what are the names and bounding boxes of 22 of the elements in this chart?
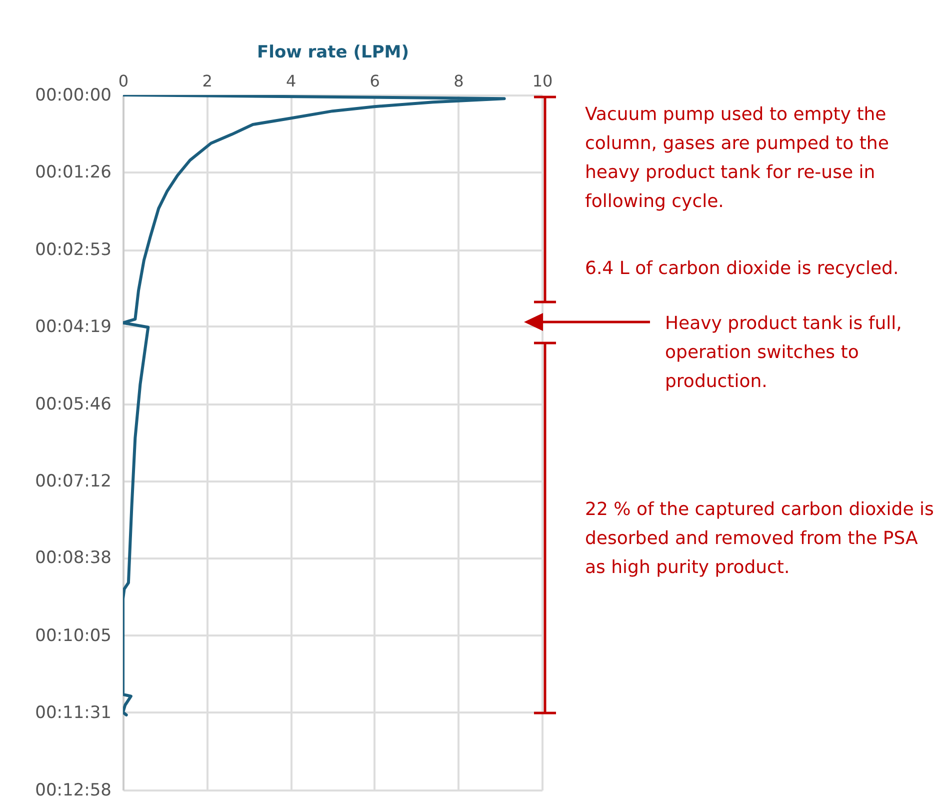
y-tick-label: 00:05:46 (35, 394, 112, 415)
text: 6.4 L of carbon dioxide is recycled. (585, 257, 900, 281)
x-tick-label: 0 (118, 72, 129, 90)
line-series (123, 95, 506, 716)
y-tick-label: 00:01:26 (35, 162, 112, 182)
text: 22 % of the captured carbon dioxide is desorbed and removed from the PSA as high purity product. (585, 498, 934, 580)
y-tick-label: 00:10:05 (35, 626, 112, 646)
x-axis-title: Flow rate (LPM) (257, 42, 409, 62)
y-tick-label: 00:04:19 (35, 316, 112, 337)
x-tick-label: 4 (286, 72, 296, 90)
y-tick-label: 00:02:53 (35, 240, 112, 260)
x-tick-label: 10 (532, 72, 553, 90)
y-tick-label: 00:11:31 (35, 702, 112, 723)
y-tick-label: 00:00:00 (35, 86, 112, 106)
x-tick-label: 2 (202, 72, 212, 90)
x-tick-label: 6 (370, 72, 380, 90)
x-tick-label: 8 (454, 72, 464, 90)
y-tick-label: 00:08:38 (35, 548, 112, 568)
y-tick-label: 00:12:58 (35, 780, 112, 797)
y-tick-label: 00:07:12 (35, 471, 112, 492)
text: Vacuum pump used to empty the column, gases are pumped to the heavy product tank for re-use in following cycle. (585, 103, 890, 214)
text: Heavy product tank is full, operation switches to production. (665, 312, 903, 394)
